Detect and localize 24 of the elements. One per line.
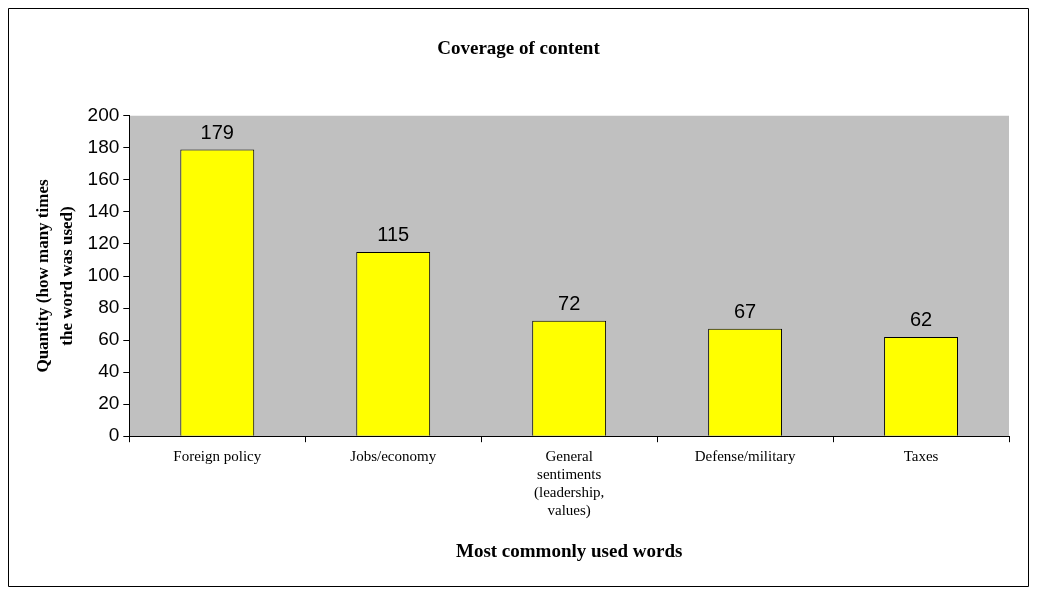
x-axis-title: Most commonly used words: [455, 539, 683, 561]
y-tick-label: 200: [87, 104, 120, 126]
y-tick-label: 160: [87, 168, 120, 190]
y-tick-label: 180: [87, 136, 120, 158]
x-tick-label: Jobs/economy: [350, 448, 437, 465]
x-tick-label: Foreign policy: [173, 448, 262, 465]
y-tick-label: 20: [98, 392, 120, 414]
data-label: 67: [733, 300, 757, 323]
data-label: 115: [377, 223, 410, 246]
x-tick-label: Defense/military: [694, 448, 796, 465]
data-label: 179: [200, 120, 234, 143]
y-tick-label: 80: [98, 296, 120, 318]
y-axis-title: Quantity (how many times the word was used): [33, 179, 77, 373]
x-tick-label: Taxes: [903, 448, 939, 465]
y-tick-label: 60: [98, 328, 120, 350]
data-label: 72: [558, 292, 581, 315]
data-label: 62: [909, 308, 933, 331]
y-tick-label: 100: [87, 264, 120, 286]
y-tick-label: 40: [98, 360, 120, 382]
x-tick-label: General sentiments (leadership, values): [533, 448, 605, 520]
y-tick-label: 120: [87, 232, 120, 254]
y-tick-label: 140: [87, 200, 120, 222]
chart-title: Coverage of content: [437, 37, 601, 59]
y-tick-label: 0: [108, 424, 120, 446]
